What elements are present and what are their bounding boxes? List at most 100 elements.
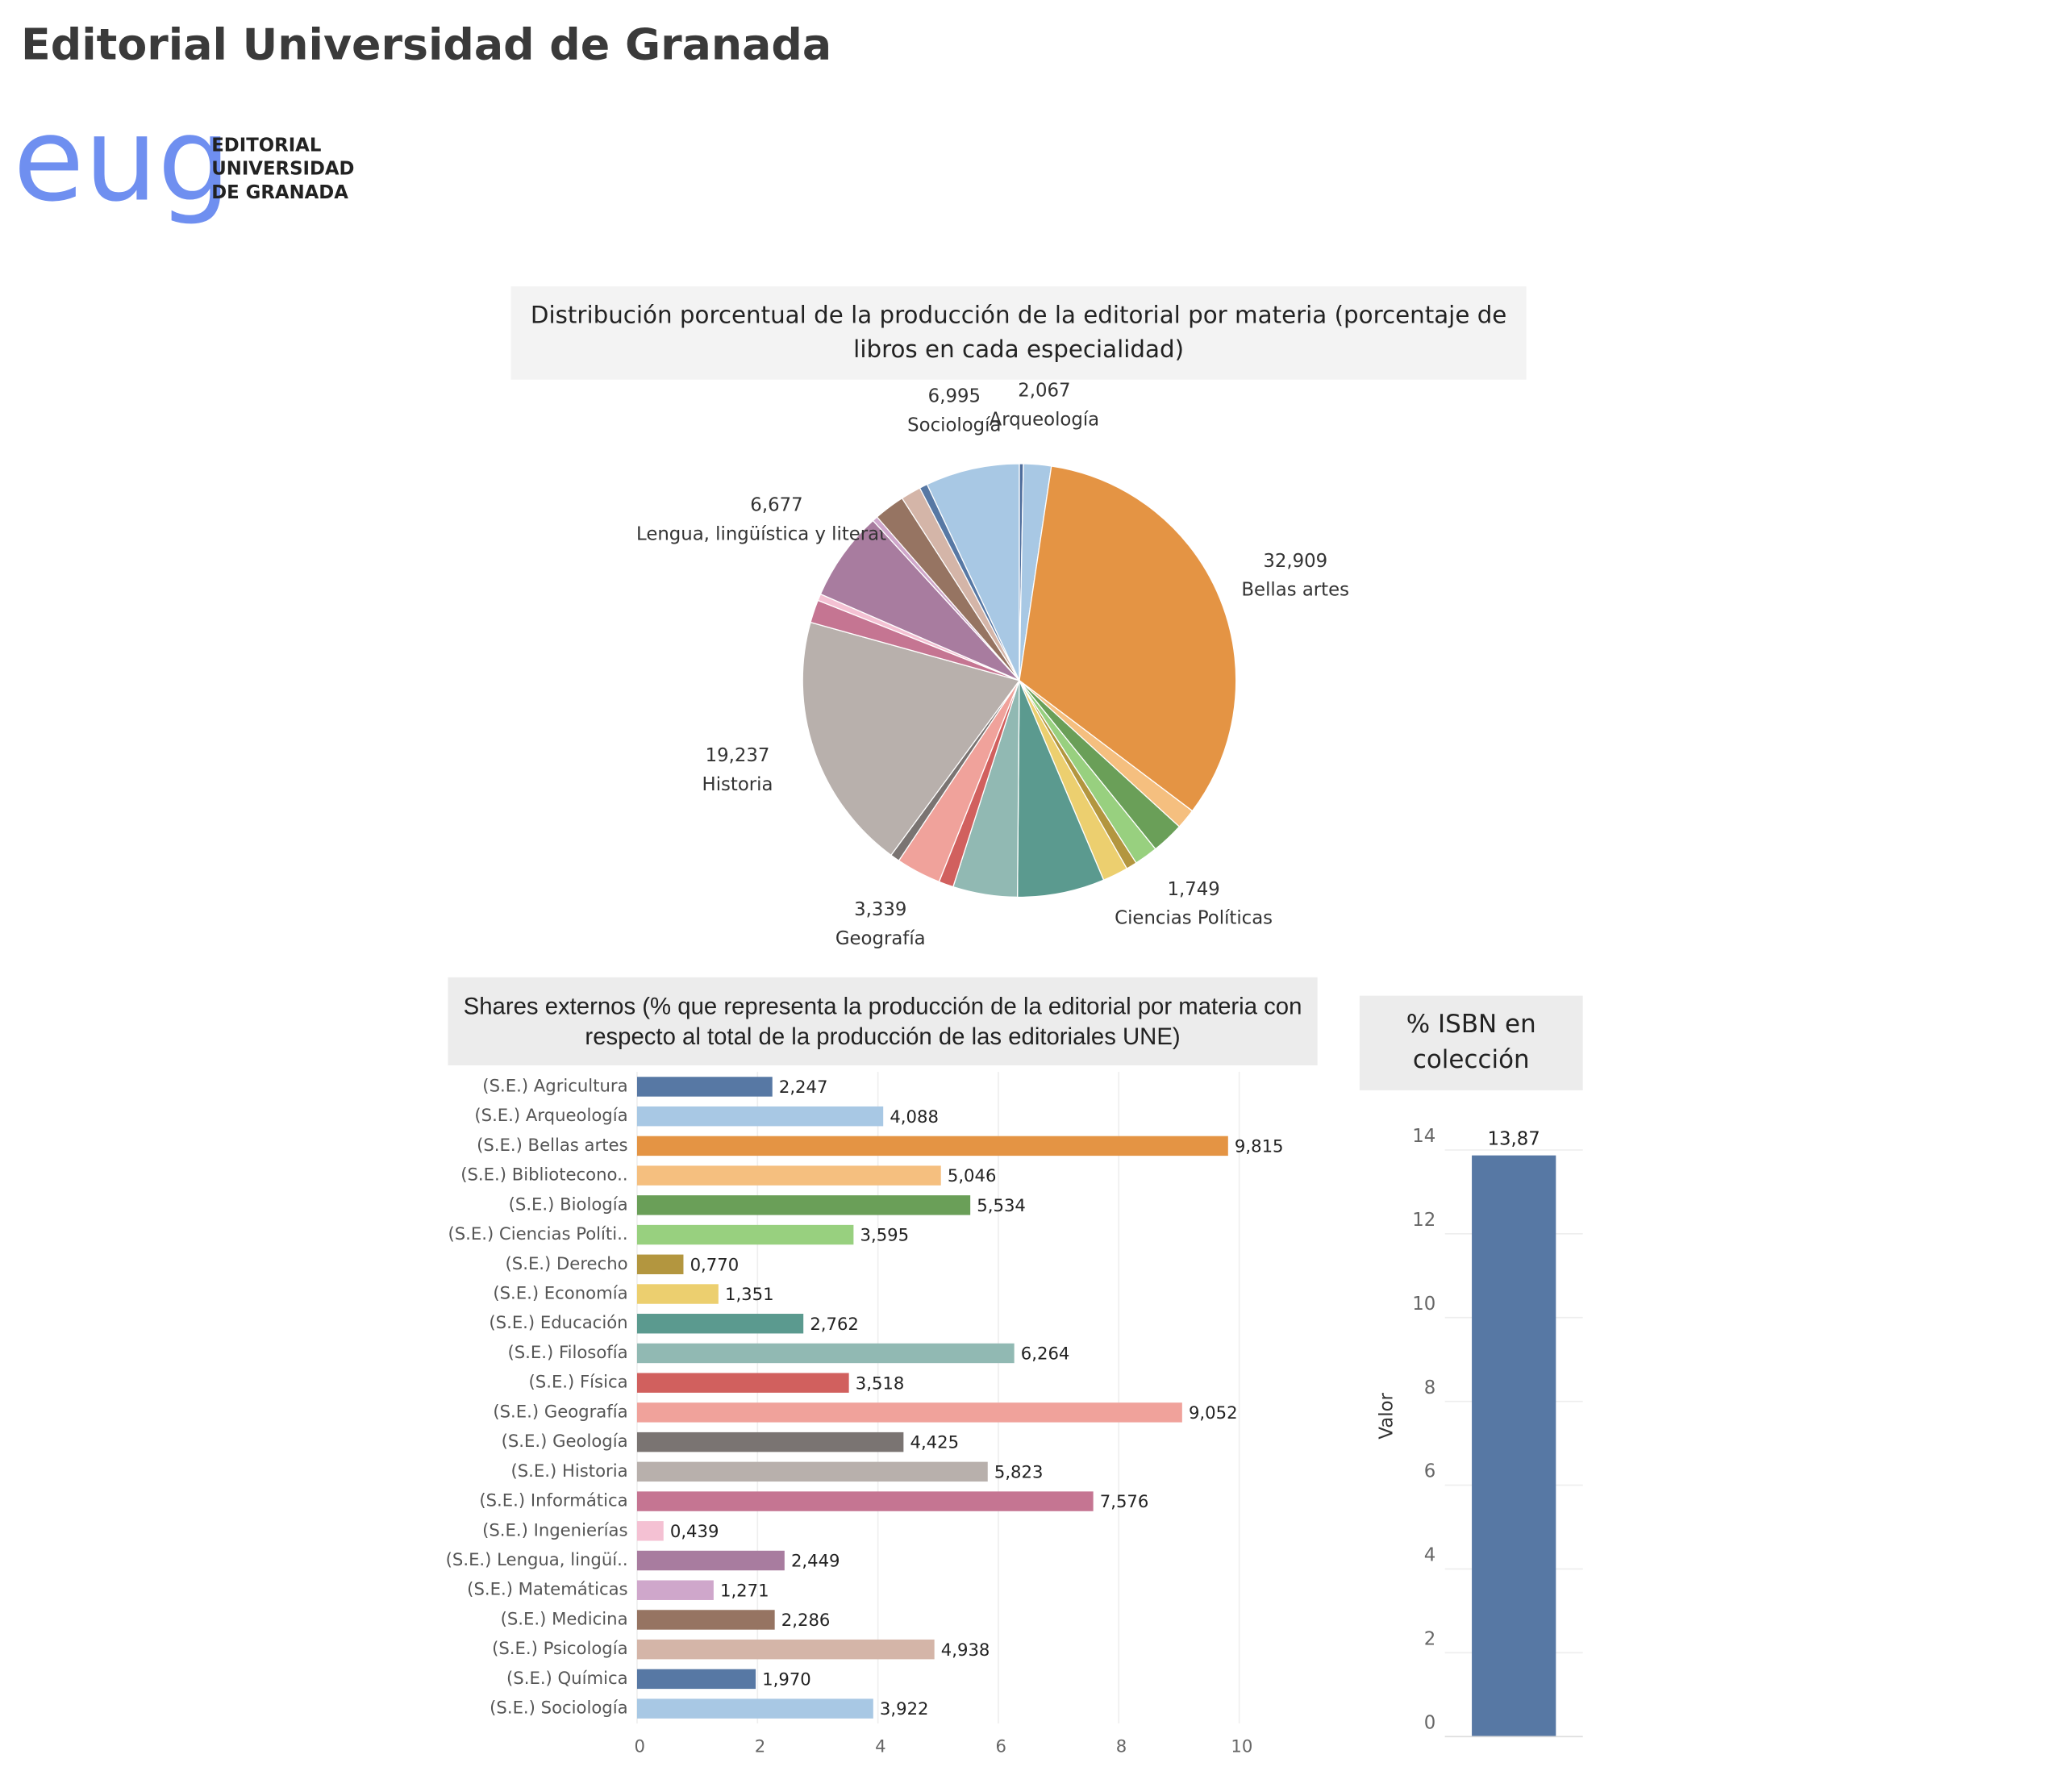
y-tick-label: 4	[1424, 1545, 1436, 1566]
bar	[1472, 1155, 1556, 1737]
bar	[636, 1195, 971, 1215]
y-tick-label: (S.E.) Matemáticas	[467, 1579, 627, 1599]
isbn-title: % ISBN en colección	[1359, 995, 1583, 1090]
y-tick-label: (S.E.) Geología	[502, 1431, 628, 1451]
x-tick-label: 8	[1116, 1736, 1127, 1756]
y-tick-label: (S.E.) Sociología	[490, 1698, 627, 1718]
pie-slice	[1016, 680, 1105, 898]
bar	[636, 1165, 941, 1186]
bar-value-label: 2,762	[810, 1314, 859, 1334]
bar-value-label: 4,938	[941, 1640, 990, 1660]
bar	[636, 1580, 714, 1600]
bar	[636, 1402, 1182, 1423]
slice-value-label: 3,339	[854, 899, 906, 920]
bar-value-label: 9,052	[1189, 1402, 1238, 1423]
bar-value-label: 2,286	[781, 1610, 831, 1630]
bar-value-label: 5,046	[948, 1165, 997, 1186]
bar-value-label: 4,425	[910, 1432, 960, 1452]
y-tick-label: (S.E.) Geografía	[493, 1401, 627, 1421]
bar	[636, 1669, 756, 1690]
y-tick-label: (S.E.) Biología	[509, 1194, 628, 1214]
y-tick-label: (S.E.) Medicina	[501, 1608, 628, 1628]
pie-title: Distribución porcentual de la producción…	[510, 286, 1527, 380]
page-title: Editorial Universidad de Granada	[21, 19, 831, 69]
bar	[636, 1491, 1094, 1511]
pie-slice	[802, 621, 1021, 856]
y-tick-label: 0	[1424, 1712, 1436, 1733]
bar	[636, 1106, 884, 1127]
y-tick-label: 10	[1412, 1294, 1435, 1315]
bar	[636, 1224, 854, 1245]
y-axis-label: Valor	[1377, 1392, 1398, 1439]
logo-text: DE GRANADA	[211, 182, 348, 203]
logo-text: EDITORIAL	[211, 135, 321, 156]
bar-value-label: 6,264	[1021, 1344, 1070, 1364]
pie-slice	[1019, 465, 1237, 812]
y-tick-label: (S.E.) Economía	[493, 1283, 627, 1303]
bar	[636, 1314, 804, 1334]
bar-value-label: 13,87	[1488, 1129, 1540, 1150]
bar-value-label: 2,247	[779, 1077, 828, 1097]
slice-category-label: Arqueología	[990, 409, 1100, 430]
pie-slice	[926, 463, 1020, 681]
x-tick-label: 6	[995, 1736, 1006, 1756]
y-tick-label: (S.E.) Arqueología	[474, 1105, 627, 1125]
slice-category-label: Geografía	[835, 928, 926, 949]
y-tick-label: 14	[1412, 1126, 1435, 1147]
pie-slice	[819, 519, 1020, 681]
x-tick-label: 4	[875, 1736, 885, 1756]
slice-category-label: Ciencias Políticas	[1115, 908, 1273, 929]
y-tick-label: (S.E.) Química	[506, 1668, 628, 1688]
bar	[636, 1077, 773, 1097]
slice-value-label: 6,995	[928, 385, 981, 406]
y-tick-label: (S.E.) Ciencias Políti..	[448, 1223, 627, 1244]
slice-value-label: 1,749	[1167, 879, 1219, 900]
bar	[636, 1343, 1015, 1364]
y-tick-label: (S.E.) Ingenierías	[482, 1519, 627, 1540]
bar-value-label: 9,815	[1235, 1136, 1284, 1156]
y-tick-label: (S.E.) Bellas artes	[477, 1135, 627, 1155]
bar	[636, 1639, 935, 1660]
slice-category-label: Bellas artes	[1241, 580, 1349, 601]
bar-value-label: 1,271	[720, 1580, 769, 1600]
bar-title: Shares externos (% que representa la pro…	[448, 977, 1318, 1065]
y-tick-label: (S.E.) Bibliotecono..	[460, 1165, 627, 1185]
slice-category-label: Historia	[702, 774, 773, 795]
bar	[636, 1136, 1228, 1156]
bar	[636, 1284, 719, 1304]
bar-value-label: 3,922	[880, 1698, 929, 1719]
x-tick-label: 0	[634, 1736, 644, 1756]
y-tick-label: 12	[1412, 1210, 1435, 1231]
bar	[636, 1521, 664, 1541]
bar-value-label: 4,088	[890, 1106, 939, 1127]
y-tick-label: (S.E.) Agricultura	[482, 1075, 627, 1095]
y-tick-label: (S.E.) Informática	[479, 1490, 627, 1511]
y-tick-label: (S.E.) Psicología	[492, 1638, 627, 1658]
y-tick-label: (S.E.) Derecho	[506, 1253, 628, 1273]
bar-value-label: 1,970	[762, 1669, 811, 1690]
slice-value-label: 6,677	[750, 495, 802, 516]
bar	[636, 1461, 988, 1482]
y-tick-label: 6	[1424, 1461, 1436, 1482]
y-tick-label: (S.E.) Lengua, lingüí..	[446, 1549, 628, 1569]
bar	[636, 1550, 785, 1571]
bar-value-label: 3,518	[856, 1373, 905, 1393]
slice-category-label: Lengua, lingüística y literatura	[636, 523, 917, 544]
x-tick-label: 2	[755, 1736, 765, 1756]
y-tick-label: (S.E.) Educación	[489, 1312, 627, 1332]
bar	[636, 1698, 873, 1719]
bar	[636, 1373, 849, 1393]
slice-value-label: 2,067	[1018, 380, 1070, 401]
bar-value-label: 7,576	[1100, 1491, 1149, 1511]
bar	[636, 1254, 684, 1275]
y-tick-label: (S.E.) Filosofía	[507, 1342, 627, 1362]
bar-value-label: 0,770	[690, 1254, 740, 1274]
x-tick-label: 10	[1231, 1736, 1252, 1756]
bar-value-label: 5,823	[994, 1461, 1044, 1482]
bar	[636, 1610, 775, 1630]
bar-value-label: 1,351	[725, 1284, 774, 1304]
bar-value-label: 3,595	[860, 1225, 910, 1245]
bar-value-label: 0,439	[670, 1521, 719, 1541]
